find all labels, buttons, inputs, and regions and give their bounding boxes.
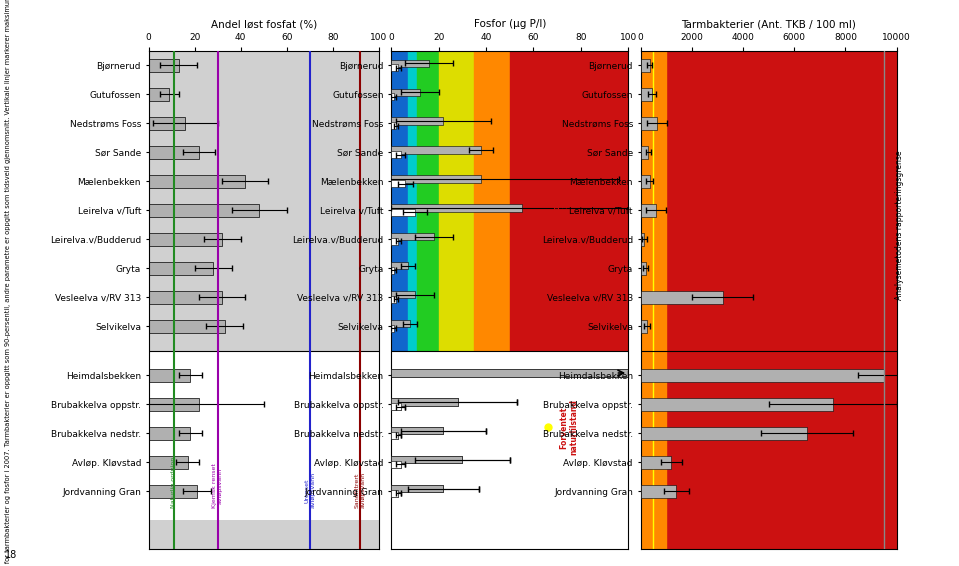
Bar: [391, 233, 433, 241]
Bar: [391, 180, 406, 187]
Bar: [641, 369, 884, 382]
Bar: [149, 146, 199, 159]
Bar: [408, 51, 417, 549]
Bar: [391, 262, 408, 269]
Bar: [641, 484, 676, 498]
Bar: [391, 485, 443, 492]
Bar: [510, 51, 628, 549]
Bar: [641, 290, 722, 303]
Bar: [391, 209, 415, 216]
Bar: [417, 51, 438, 549]
Bar: [391, 291, 415, 298]
Bar: [391, 398, 457, 405]
Bar: [149, 398, 199, 411]
Bar: [391, 204, 522, 212]
Bar: [391, 398, 457, 405]
Bar: [391, 427, 443, 435]
Bar: [149, 117, 185, 130]
Bar: [391, 485, 443, 492]
Bar: [149, 88, 170, 101]
Bar: [149, 456, 188, 469]
Bar: [391, 427, 443, 435]
Bar: [391, 88, 420, 96]
Bar: [641, 59, 649, 72]
Bar: [149, 261, 213, 275]
Bar: [391, 370, 640, 376]
Bar: [149, 369, 190, 382]
Bar: [149, 204, 259, 217]
Bar: [391, 456, 462, 464]
Bar: [149, 233, 222, 246]
Title: Fosfor (µg P/l): Fosfor (µg P/l): [474, 19, 546, 29]
Bar: [391, 461, 401, 468]
Bar: [391, 403, 401, 410]
Bar: [391, 118, 443, 125]
Text: Sandfiltrert
avløpsvann: Sandfiltrert avløpsvann: [355, 473, 365, 508]
Text: Total fosfor: 1647
Løst fosfor: 381: Total fosfor: 1647 Løst fosfor: 381: [555, 190, 569, 260]
Bar: [391, 320, 410, 327]
Bar: [391, 370, 640, 376]
Bar: [474, 51, 510, 549]
Bar: [641, 233, 644, 246]
Bar: [149, 484, 197, 498]
Bar: [391, 456, 462, 464]
Bar: [641, 146, 648, 159]
Bar: [641, 320, 647, 333]
Bar: [641, 88, 652, 101]
Bar: [391, 93, 393, 100]
Bar: [149, 59, 178, 72]
Bar: [391, 351, 628, 549]
Bar: [149, 175, 246, 188]
Bar: [391, 59, 430, 67]
Bar: [641, 51, 667, 549]
Text: 18: 18: [5, 550, 17, 560]
Bar: [391, 461, 401, 468]
Bar: [641, 261, 645, 275]
Bar: [391, 175, 481, 183]
Bar: [641, 117, 657, 130]
Bar: [391, 267, 393, 274]
Text: Analysemetodens rapporteringsgrense: Analysemetodens rapporteringsgrense: [895, 151, 903, 300]
Text: Naturlig ordnion: Naturlig ordnion: [172, 457, 176, 508]
Bar: [641, 427, 807, 440]
Text: Figur 4. Analyseresultater for tarmbakterier og fosfor i 2007. Tarmbakterier er : Figur 4. Analyseresultater for tarmbakte…: [5, 0, 11, 566]
Text: Forventet
naturlilstand: Forventet naturlilstand: [559, 400, 578, 455]
Bar: [391, 432, 398, 439]
Bar: [149, 320, 224, 333]
Bar: [391, 490, 398, 497]
Title: Tarmbakterier (Ant. TKB / 100 ml): Tarmbakterier (Ant. TKB / 100 ml): [681, 19, 856, 29]
Bar: [391, 325, 393, 332]
Bar: [641, 175, 649, 188]
Bar: [149, 427, 190, 440]
Bar: [391, 403, 401, 410]
Bar: [149, 351, 379, 520]
Bar: [391, 238, 398, 245]
Bar: [641, 456, 671, 469]
Bar: [391, 151, 401, 158]
Text: Urenset
avløpsvann: Urenset avløpsvann: [304, 473, 316, 508]
Bar: [391, 296, 396, 303]
Bar: [641, 398, 832, 411]
Bar: [438, 51, 474, 549]
Bar: [641, 204, 656, 217]
Bar: [391, 122, 396, 129]
Bar: [391, 432, 398, 439]
Bar: [391, 147, 481, 153]
Bar: [391, 490, 398, 497]
Bar: [391, 64, 398, 71]
Bar: [149, 290, 222, 303]
Text: Kjemsk renset
avløpsvann: Kjemsk renset avløpsvann: [212, 464, 223, 508]
Title: Andel løst fosfat (%): Andel løst fosfat (%): [211, 19, 316, 29]
Bar: [391, 51, 408, 549]
